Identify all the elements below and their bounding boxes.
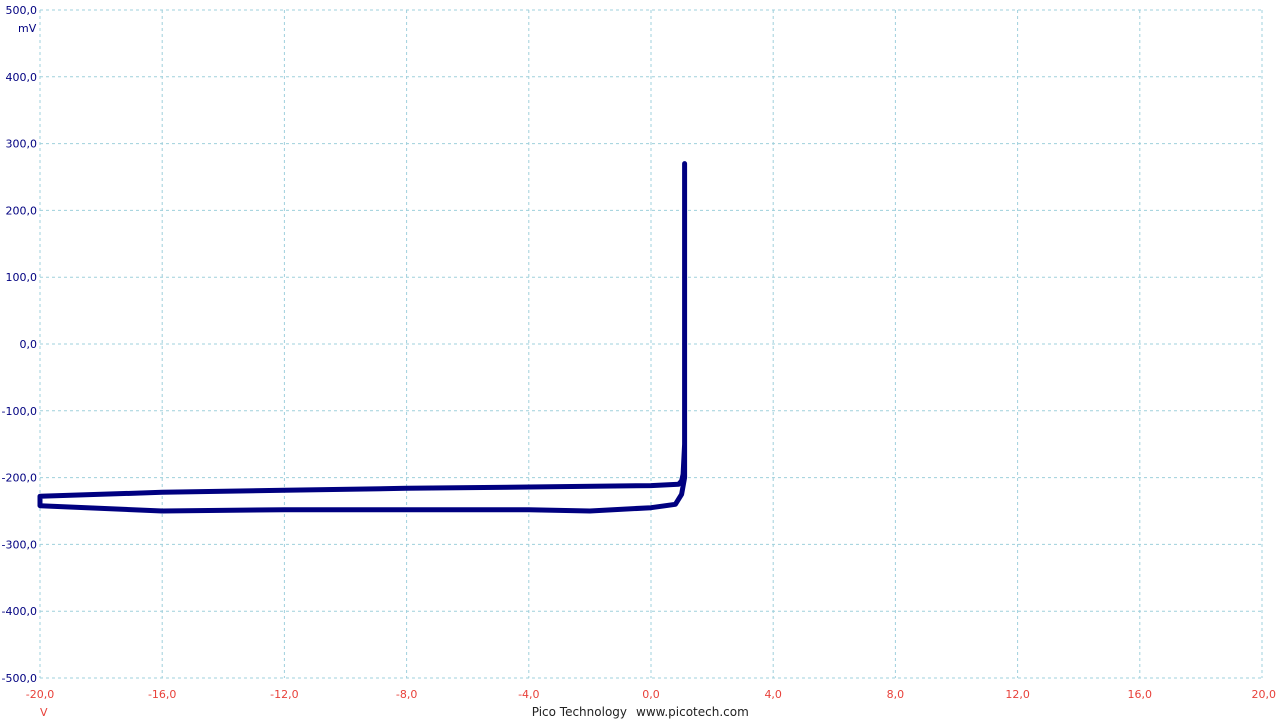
y-axis-unit: mV xyxy=(18,22,37,35)
footer-url: www.picotech.com xyxy=(636,705,749,719)
x-tick-label: -8,0 xyxy=(396,688,417,701)
trace-group xyxy=(37,161,688,514)
footer-brand: Pico Technology xyxy=(532,705,627,719)
x-tick-label: 20,0 xyxy=(1252,688,1277,701)
x-axis-ticks: -20,0 -16,0 -12,0 -8,0 -4,0 0,0 4,0 8,0 12,0 16,0… xyxy=(26,688,1276,701)
y-tick-label: -500,0 xyxy=(2,672,37,685)
y-tick-label: -200,0 xyxy=(2,472,37,485)
x-axis-unit: V xyxy=(40,706,48,719)
y-tick-label: 300,0 xyxy=(6,138,38,151)
x-tick-label: -20,0 xyxy=(26,688,54,701)
x-tick-label: 16,0 xyxy=(1128,688,1153,701)
y-tick-label: -400,0 xyxy=(2,605,37,618)
trace-line xyxy=(37,161,688,514)
y-tick-label: 500,0 xyxy=(6,4,38,17)
y-tick-label: 100,0 xyxy=(6,271,38,284)
y-tick-label: 200,0 xyxy=(6,204,38,217)
x-tick-label: -4,0 xyxy=(518,688,539,701)
x-tick-label: 4,0 xyxy=(764,688,782,701)
x-tick-label: 8,0 xyxy=(887,688,905,701)
x-tick-label: -16,0 xyxy=(148,688,176,701)
y-tick-label: -300,0 xyxy=(2,538,37,551)
x-tick-label: 0,0 xyxy=(642,688,660,701)
y-axis-ticks: 500,0 400,0 300,0 200,0 100,0 0,0 -100,0 -200,0… xyxy=(2,4,37,685)
x-tick-label: 12,0 xyxy=(1005,688,1030,701)
y-tick-label: 0,0 xyxy=(20,338,38,351)
x-tick-label: -12,0 xyxy=(270,688,298,701)
y-tick-label: 400,0 xyxy=(6,71,38,84)
y-tick-label: -100,0 xyxy=(2,405,37,418)
